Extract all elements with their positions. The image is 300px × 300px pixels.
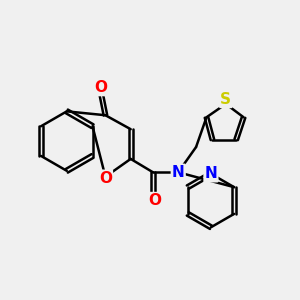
Text: S: S: [220, 92, 231, 107]
Text: O: O: [99, 171, 112, 186]
Text: N: N: [172, 165, 184, 180]
Text: O: O: [148, 193, 161, 208]
Text: O: O: [94, 80, 107, 95]
Text: N: N: [205, 166, 217, 181]
